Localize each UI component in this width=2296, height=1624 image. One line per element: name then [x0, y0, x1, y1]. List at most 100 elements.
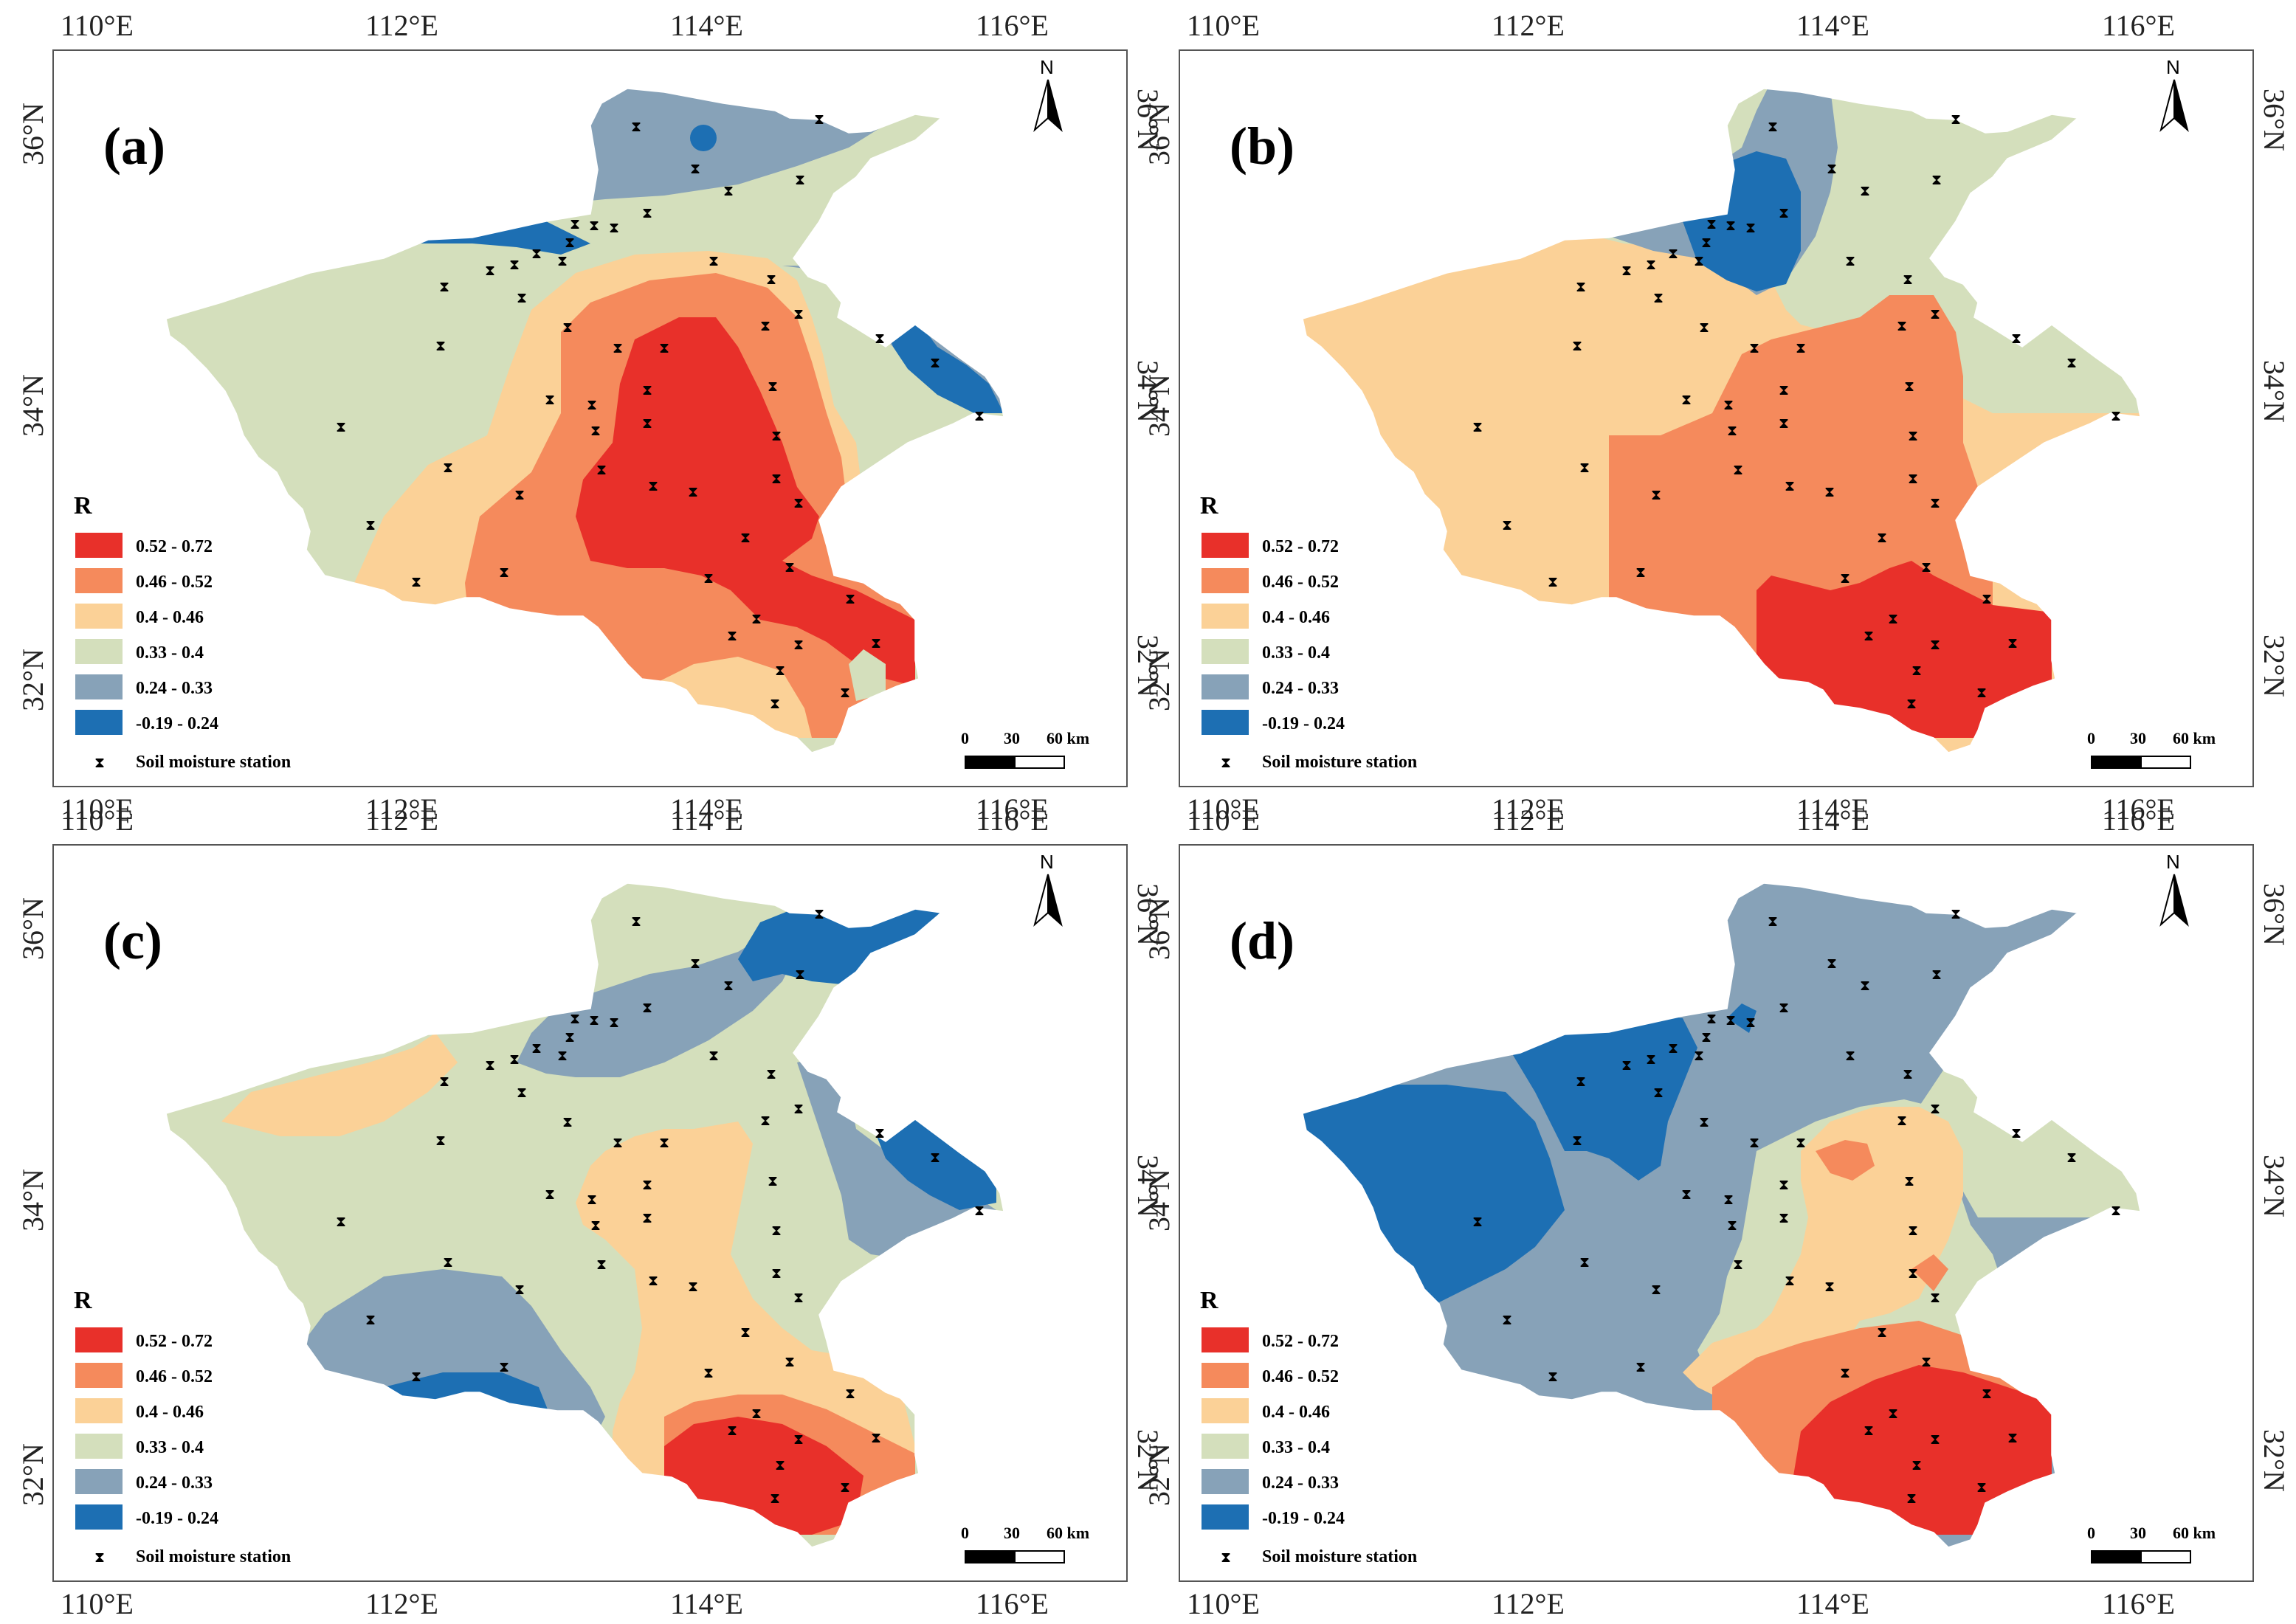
- scale-label-30: 30: [1004, 1524, 1020, 1542]
- top-longitude-label: 112°E: [1492, 9, 1565, 42]
- north-arrow-icon: N: [2159, 851, 2189, 927]
- bottom-longitude-label: 112°E: [365, 792, 438, 826]
- top-longitude-label: 114°E: [1796, 804, 1869, 837]
- bottom-longitude-label: 114°E: [1796, 792, 1869, 826]
- right-latitude-label: 34°N: [2258, 1155, 2291, 1217]
- legend-station-label: Soil moisture station: [1262, 753, 1417, 772]
- legend: R 0.52 - 0.72 0.46 - 0.52 0.4 - 0.46 0.33 - …: [74, 1287, 291, 1566]
- bottom-longitude-label: 112°E: [1492, 792, 1565, 826]
- scale-label-30: 30: [2130, 729, 2146, 747]
- legend-swatch: [75, 1398, 123, 1423]
- top-longitude-label: 110°E: [1187, 804, 1260, 837]
- legend-swatch: [1202, 1434, 1249, 1459]
- legend-class-label: 0.24 - 0.33: [136, 1473, 213, 1493]
- scale-bar: 0 30 60 km: [2087, 729, 2216, 769]
- legend-class-label: 0.46 - 0.52: [1262, 573, 1339, 592]
- top-longitude-label: 112°E: [365, 9, 438, 42]
- legend-class-label: 0.24 - 0.33: [136, 679, 213, 698]
- legend-swatch: [1202, 604, 1249, 629]
- bottom-longitude-label: 114°E: [670, 1587, 743, 1620]
- right-latitude-label: 32°N: [1131, 635, 1165, 697]
- panel-b-label: (b): [1230, 117, 1294, 176]
- legend: R 0.52 - 0.72 0.46 - 0.52 0.4 - 0.46 0.33 - …: [1200, 1287, 1417, 1566]
- legend-class-label: -0.19 - 0.24: [136, 1509, 218, 1528]
- panel-c: [52, 844, 1128, 1582]
- top-longitude-label: 116°E: [2102, 9, 2175, 42]
- legend-class-label: 0.52 - 0.72: [1262, 537, 1339, 556]
- legend-swatch: [1202, 639, 1249, 664]
- panel-d-annotations: (d) 110°E 110°E 112°E 112°E 114°E 114°E 116°E 11…: [1142, 804, 2291, 1620]
- north-arrow-icon: N: [1033, 56, 1063, 132]
- legend: R 0.52 - 0.72 0.46 - 0.52 0.4 - 0.46 0.33 - …: [74, 492, 291, 772]
- legend-class-label: 0.4 - 0.46: [1262, 608, 1330, 627]
- scale-bar: 0 30 60 km: [2087, 1524, 2216, 1563]
- legend-title: R: [74, 492, 92, 519]
- legend-swatch: [1202, 1504, 1249, 1530]
- panel-c-annotations: (c) 110°E 110°E 112°E 112°E 114°E 114°E 116°E 11…: [16, 804, 1165, 1620]
- top-longitude-label: 116°E: [976, 9, 1049, 42]
- legend-swatch: [1202, 1469, 1249, 1494]
- scale-label-0: 0: [2087, 729, 2095, 747]
- legend-swatch: [75, 1434, 123, 1459]
- north-arrow-icon: N: [2159, 56, 2189, 132]
- bottom-longitude-label: 114°E: [1796, 1587, 1869, 1620]
- scale-label-30: 30: [2130, 1524, 2146, 1542]
- legend-swatch: [1202, 710, 1249, 735]
- legend-class-label: 0.33 - 0.4: [1262, 643, 1330, 663]
- legend-class-label: -0.19 - 0.24: [136, 714, 218, 733]
- bottom-longitude-label: 112°E: [1492, 1587, 1565, 1620]
- legend-class-label: 0.4 - 0.46: [136, 608, 204, 627]
- legend-station-marker-icon: ⧗: [94, 753, 105, 771]
- left-latitude-label: 34°N: [1142, 1169, 1176, 1231]
- north-label: N: [2166, 56, 2180, 78]
- legend-class-label: 0.52 - 0.72: [136, 537, 213, 556]
- legend-swatch: [75, 533, 123, 558]
- right-latitude-label: 36°N: [2258, 883, 2291, 946]
- scale-label-30: 30: [1004, 729, 1020, 747]
- legend-swatch: [75, 1327, 123, 1352]
- left-latitude-label: 36°N: [1142, 103, 1176, 165]
- legend-station-marker-icon: ⧗: [1221, 753, 1231, 771]
- left-latitude-label: 36°N: [16, 897, 49, 960]
- north-arrow-icon: N: [1033, 851, 1063, 927]
- legend-station-label: Soil moisture station: [136, 1547, 291, 1566]
- right-latitude-label: 34°N: [1131, 1155, 1165, 1217]
- legend-station-marker-icon: ⧗: [1221, 1548, 1231, 1566]
- right-latitude-label: 32°N: [2258, 1429, 2291, 1492]
- legend-swatch: [75, 674, 123, 699]
- bottom-longitude-label: 116°E: [2102, 1587, 2175, 1620]
- right-latitude-label: 32°N: [2258, 635, 2291, 697]
- left-latitude-label: 32°N: [16, 1443, 49, 1506]
- legend-station-label: Soil moisture station: [136, 753, 291, 772]
- legend-swatch: [1202, 533, 1249, 558]
- right-latitude-label: 36°N: [2258, 89, 2291, 151]
- bottom-longitude-label: 110°E: [61, 792, 134, 826]
- right-latitude-label: 36°N: [1131, 89, 1165, 151]
- legend-class-label: 0.46 - 0.52: [1262, 1367, 1339, 1386]
- legend-title: R: [74, 1287, 92, 1314]
- legend-class-label: 0.46 - 0.52: [136, 573, 213, 592]
- scale-label-60km: 60 km: [2173, 1524, 2216, 1542]
- top-longitude-label: 114°E: [1796, 9, 1869, 42]
- panel-a-label: (a): [103, 117, 165, 176]
- north-label: N: [1040, 56, 1054, 78]
- top-longitude-label: 110°E: [61, 9, 134, 42]
- legend-swatch: [75, 1363, 123, 1388]
- legend-class-label: 0.24 - 0.33: [1262, 679, 1339, 698]
- right-latitude-label: 32°N: [1131, 1429, 1165, 1492]
- left-latitude-label: 32°N: [16, 649, 49, 711]
- top-longitude-label: 116°E: [2102, 804, 2175, 837]
- right-latitude-label: 34°N: [2258, 360, 2291, 423]
- top-longitude-label: 112°E: [1492, 804, 1565, 837]
- panel-a-annotations: (a) 110°E 110°E 112°E 112°E 114°E 114°E 116°E 11…: [16, 9, 1165, 826]
- left-latitude-label: 32°N: [1142, 1443, 1176, 1506]
- legend-class-label: 0.33 - 0.4: [1262, 1438, 1330, 1457]
- bottom-longitude-label: 116°E: [2102, 792, 2175, 826]
- legend-class-label: 0.4 - 0.46: [136, 1403, 204, 1422]
- left-latitude-label: 34°N: [16, 374, 49, 437]
- scale-bar: 0 30 60 km: [961, 1524, 1089, 1563]
- bottom-longitude-label: 110°E: [1187, 1587, 1260, 1620]
- left-latitude-label: 36°N: [1142, 897, 1176, 960]
- legend-swatch: [75, 568, 123, 593]
- bottom-longitude-label: 110°E: [1187, 792, 1260, 826]
